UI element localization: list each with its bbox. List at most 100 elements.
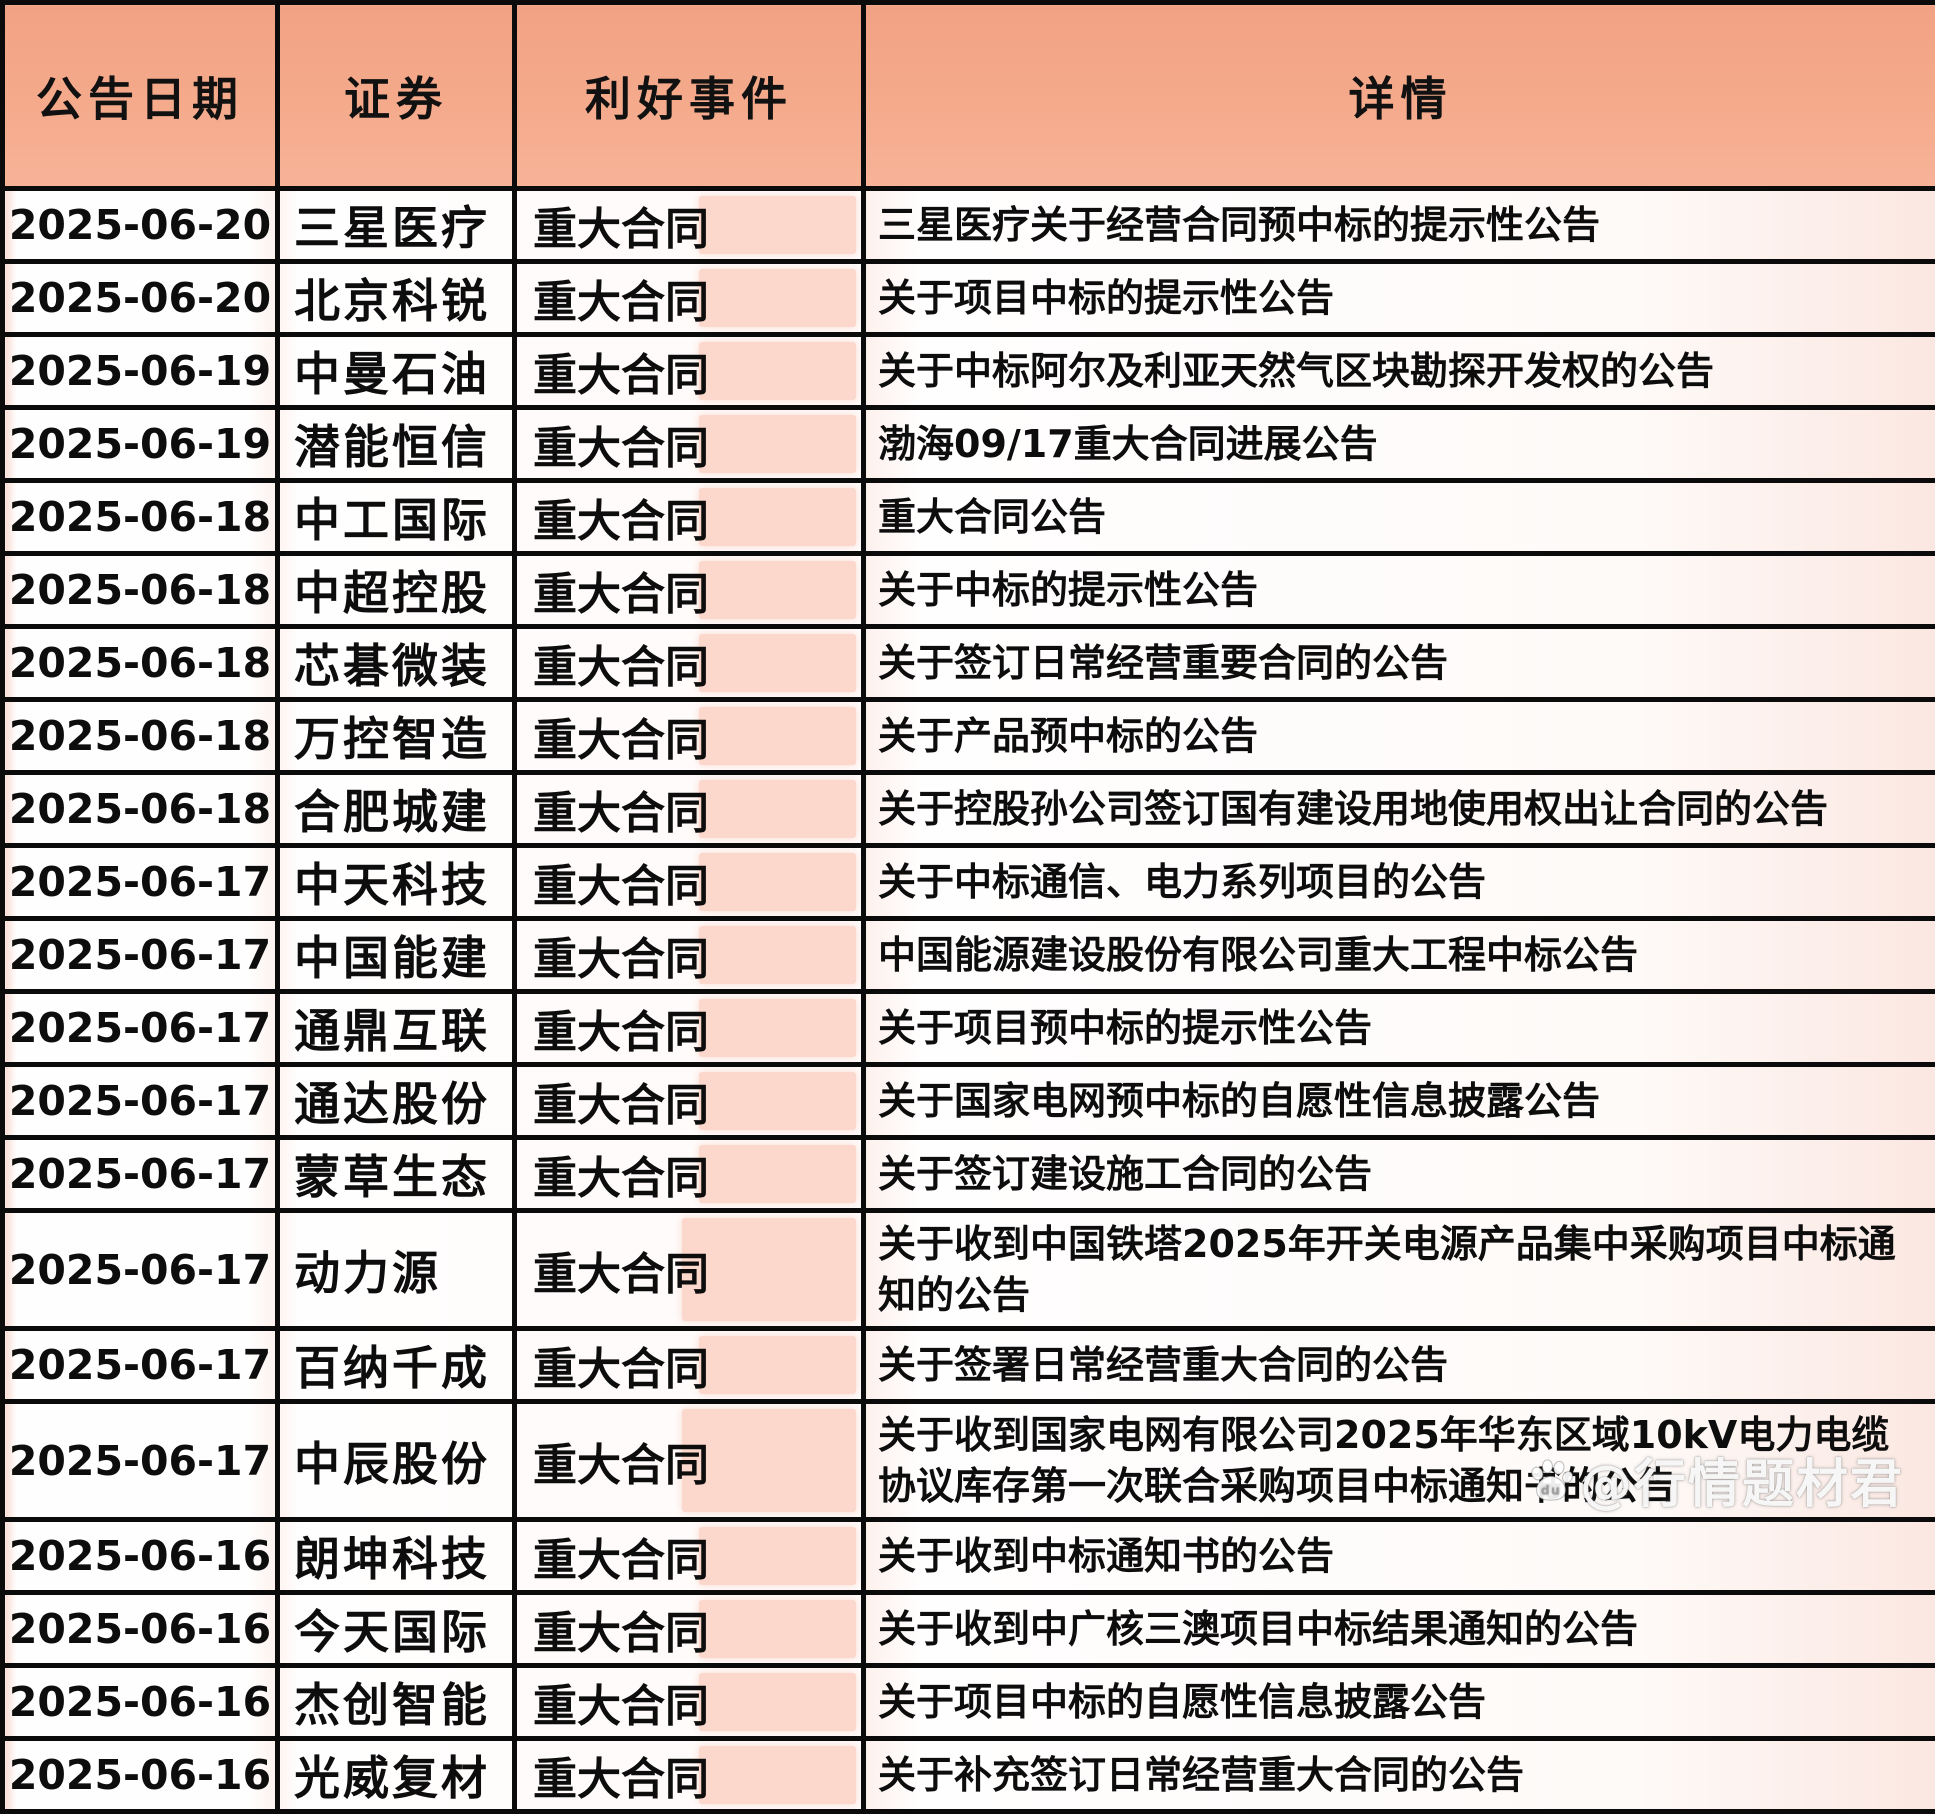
date-cell: 2025-06-17 [3, 1138, 278, 1211]
detail-cell: 关于中标的提示性公告 [864, 554, 1935, 627]
date-cell: 2025-06-16 [3, 1739, 278, 1812]
date-cell: 2025-06-16 [3, 1520, 278, 1593]
security-cell: 今天国际 [278, 1593, 515, 1666]
event-cell: 重大合同 [515, 627, 864, 700]
detail-cell: 关于项目中标的自愿性信息披露公告 [864, 1666, 1935, 1739]
column-header-security: 证券 [278, 3, 515, 189]
event-label: 重大合同 [533, 1080, 709, 1131]
event-label: 重大合同 [533, 1007, 709, 1058]
column-header-date: 公告日期 [3, 3, 278, 189]
header-row: 公告日期 证券 利好事件 详情 [3, 3, 1935, 189]
column-header-event: 利好事件 [515, 3, 864, 189]
date-cell: 2025-06-18 [3, 627, 278, 700]
event-cell: 重大合同 [515, 773, 864, 846]
security-cell: 芯碁微装 [278, 627, 515, 700]
event-cell: 重大合同 [515, 1593, 864, 1666]
date-cell: 2025-06-16 [3, 1593, 278, 1666]
event-label: 重大合同 [533, 277, 709, 328]
date-cell: 2025-06-18 [3, 773, 278, 846]
event-highlight-block [699, 488, 856, 546]
event-label: 重大合同 [533, 1249, 709, 1300]
event-highlight-block [699, 926, 856, 984]
event-cell: 重大合同 [515, 189, 864, 262]
detail-cell: 关于收到中国铁塔2025年开关电源产品集中采购项目中标通知的公告 [864, 1211, 1935, 1329]
event-highlight-block [699, 342, 856, 400]
security-cell: 动力源 [278, 1211, 515, 1329]
event-highlight-block [699, 780, 856, 838]
event-cell: 重大合同 [515, 262, 864, 335]
table-header: 公告日期 证券 利好事件 详情 [3, 3, 1935, 189]
event-label: 重大合同 [533, 423, 709, 474]
event-cell: 重大合同 [515, 554, 864, 627]
event-label: 重大合同 [533, 861, 709, 912]
date-cell: 2025-06-17 [3, 919, 278, 992]
security-cell: 中工国际 [278, 481, 515, 554]
detail-cell: 关于产品预中标的公告 [864, 700, 1935, 773]
event-cell: 重大合同 [515, 1402, 864, 1520]
detail-cell: 关于收到中广核三澳项目中标结果通知的公告 [864, 1593, 1935, 1666]
event-highlight-block [699, 415, 856, 473]
date-cell: 2025-06-20 [3, 262, 278, 335]
detail-cell: 关于签订日常经营重要合同的公告 [864, 627, 1935, 700]
date-cell: 2025-06-18 [3, 481, 278, 554]
security-cell: 通鼎互联 [278, 992, 515, 1065]
event-label: 重大合同 [533, 1344, 709, 1395]
date-cell: 2025-06-19 [3, 335, 278, 408]
event-cell: 重大合同 [515, 1211, 864, 1329]
event-highlight-block [699, 196, 856, 254]
detail-cell: 关于控股孙公司签订国有建设用地使用权出让合同的公告 [864, 773, 1935, 846]
event-cell: 重大合同 [515, 335, 864, 408]
detail-cell: 关于项目预中标的提示性公告 [864, 992, 1935, 1065]
event-highlight-block [699, 999, 856, 1057]
date-cell: 2025-06-17 [3, 846, 278, 919]
date-cell: 2025-06-17 [3, 1211, 278, 1329]
date-cell: 2025-06-17 [3, 1329, 278, 1402]
security-cell: 北京科锐 [278, 262, 515, 335]
event-highlight-block [699, 707, 856, 765]
event-label: 重大合同 [533, 788, 709, 839]
event-highlight-block [699, 1673, 856, 1731]
security-cell: 中国能建 [278, 919, 515, 992]
event-highlight-block [699, 561, 856, 619]
event-label: 重大合同 [533, 1535, 709, 1586]
event-cell: 重大合同 [515, 1520, 864, 1593]
event-cell: 重大合同 [515, 1329, 864, 1402]
detail-cell: 关于中标阿尔及利亚天然气区块勘探开发权的公告 [864, 335, 1935, 408]
event-highlight-block [699, 853, 856, 911]
event-cell: 重大合同 [515, 1065, 864, 1138]
event-label: 重大合同 [533, 642, 709, 693]
event-cell: 重大合同 [515, 408, 864, 481]
detail-cell: 关于中标通信、电力系列项目的公告 [864, 846, 1935, 919]
date-cell: 2025-06-17 [3, 1065, 278, 1138]
detail-cell: 重大合同公告 [864, 481, 1935, 554]
event-highlight-block [699, 1746, 856, 1804]
date-cell: 2025-06-20 [3, 189, 278, 262]
event-highlight-block [699, 1336, 856, 1394]
event-label: 重大合同 [533, 1681, 709, 1732]
detail-cell: 关于收到中标通知书的公告 [864, 1520, 1935, 1593]
event-cell: 重大合同 [515, 1739, 864, 1812]
event-highlight-block [699, 1600, 856, 1658]
event-highlight-block [699, 1145, 856, 1203]
security-cell: 万控智造 [278, 700, 515, 773]
detail-cell: 渤海09/17重大合同进展公告 [864, 408, 1935, 481]
date-cell: 2025-06-19 [3, 408, 278, 481]
